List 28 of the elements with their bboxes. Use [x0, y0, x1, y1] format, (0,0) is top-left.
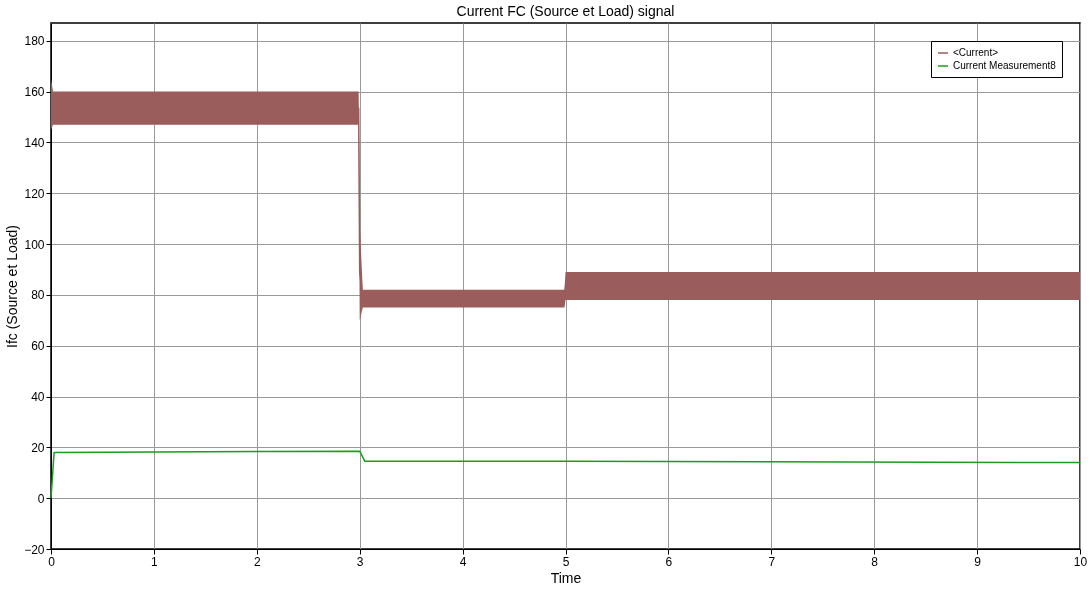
- y-axis-title: Ifc (Source et Load): [4, 225, 21, 348]
- y-tick-label: 160: [24, 85, 45, 100]
- y-tick-label: 120: [24, 186, 45, 201]
- legend-label: Current Measurement8: [953, 60, 1057, 71]
- y-tick-label: 40: [31, 390, 45, 405]
- x-tick-label: 5: [562, 554, 570, 569]
- x-tick-label: 8: [871, 554, 879, 569]
- x-tick-label: 4: [459, 554, 467, 569]
- y-tick-label: 100: [24, 237, 45, 252]
- x-tick-label: 10: [1073, 554, 1088, 569]
- x-tick-label: 1: [151, 554, 159, 569]
- y-tick-label: 60: [31, 339, 45, 354]
- y-tick-label: 0: [37, 491, 45, 506]
- y-tick-label: 80: [31, 288, 45, 303]
- x-tick-label: 7: [768, 554, 776, 569]
- x-tick-label: 6: [665, 554, 673, 569]
- x-tick-label: 2: [253, 554, 261, 569]
- x-tick-label: 9: [974, 554, 982, 569]
- y-tick-label: 20: [31, 440, 45, 455]
- y-tick-label: −20: [24, 542, 45, 557]
- x-axis-title: Time: [550, 569, 582, 586]
- x-tick-label: 0: [48, 554, 56, 569]
- legend-label: <Current>: [953, 47, 999, 58]
- y-tick-label: 180: [24, 34, 45, 49]
- y-tick-label: 140: [24, 135, 45, 150]
- line-series: [50, 450, 1081, 499]
- x-tick-label: 3: [356, 554, 364, 569]
- chart-title: Current FC (Source et Load) signal: [456, 3, 675, 19]
